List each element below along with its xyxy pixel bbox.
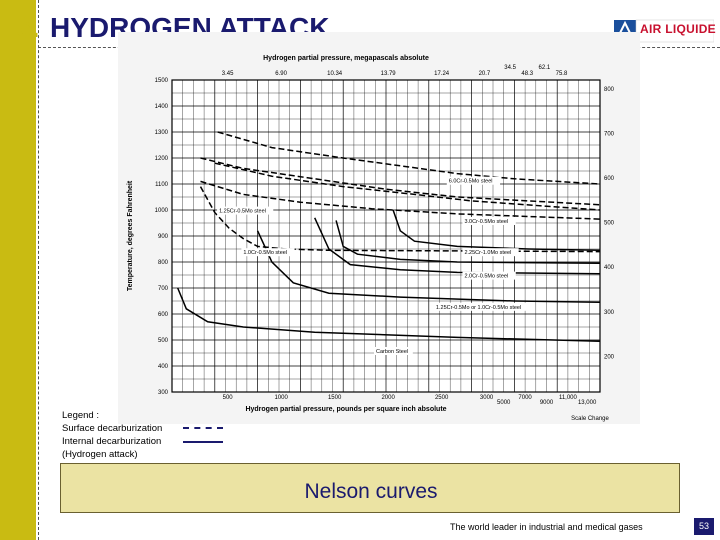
- y-tick-label: 800: [158, 260, 169, 266]
- x-top-tick-label: 62.1: [539, 65, 551, 71]
- x-top-tick-label: 75.8: [556, 71, 568, 77]
- y-tick-label: 1500: [155, 78, 169, 84]
- x-top-tick-label: 13.79: [381, 71, 397, 77]
- curve-label-bg: [241, 248, 295, 257]
- y-tick-label: 1200: [155, 156, 169, 162]
- x-tick-label: 3000: [480, 395, 494, 401]
- curve-label: Carbon Steel: [376, 349, 408, 355]
- nelson-chart: 1500 1400 1300 1200 1100 1000 900 800 700 600 500 4…: [118, 32, 640, 424]
- y-tick-label: 700: [158, 286, 169, 292]
- curve-label: 2.0Cr-0.5Mo steel: [464, 274, 508, 280]
- curve-series: [199, 186, 601, 253]
- logo-text: AIR LIQUIDE: [640, 22, 716, 36]
- footer-tagline: The world leader in industrial and medic…: [450, 522, 643, 532]
- curve-series: [256, 230, 601, 304]
- y-tick-label: 400: [158, 364, 169, 370]
- legend-item-surface: Surface decarburization: [62, 423, 163, 434]
- legend-item-internal: Internal decarburization: [62, 436, 162, 447]
- y-tick-label: 900: [158, 234, 169, 240]
- chart-svg: 1500 1400 1300 1200 1100 1000 900 800 700 600 500 4…: [118, 32, 640, 424]
- x-top-tick-label: 6.90: [275, 71, 287, 77]
- curve-label: 2.25Cr-1.0Mo steel: [464, 250, 511, 256]
- y-right-tick-label: 500: [604, 221, 615, 227]
- x-tick-label: 11,000: [559, 395, 578, 401]
- x-top-axis-title: Hydrogen partial pressure, megapascals a…: [263, 55, 429, 62]
- y-tick-label: 1100: [155, 182, 169, 188]
- legend-heading: Legend :: [62, 410, 99, 421]
- x-tick-label: 500: [223, 395, 234, 401]
- curve-label-bg: [446, 176, 501, 185]
- y-right-tick-label: 300: [604, 310, 615, 316]
- x-top-tick-label: 34.5: [504, 65, 516, 71]
- x-top-tick-label: 3.45: [222, 71, 234, 77]
- x-top-tick-label: 10.34: [327, 71, 343, 77]
- curve-series: [217, 131, 601, 185]
- curve-label: 3.0Cr-0.5Mo steel: [464, 219, 508, 225]
- x-tick-label: 2000: [381, 395, 395, 401]
- curve-label: 1.25Cr-0.5Mo steel: [219, 209, 266, 215]
- curve-label-bg: [217, 206, 274, 215]
- curve-series: [200, 180, 601, 220]
- x-scale-note: Scale Change: [571, 416, 609, 422]
- curve-label-bg: [433, 302, 534, 311]
- x-tick-label: 7000: [518, 395, 532, 401]
- curve-label-bg: [462, 271, 516, 280]
- legend: Legend : Surface decarburization Interna…: [62, 409, 232, 461]
- x-top-tick-label: 20.7: [479, 71, 491, 77]
- legend-item-hydrogen: (Hydrogen attack): [62, 449, 138, 460]
- y-tick-label: 1000: [155, 208, 169, 214]
- x-top-tick-label: 17.24: [434, 71, 450, 77]
- y-tick-label: 300: [158, 390, 169, 396]
- curve-series: [200, 157, 601, 206]
- curve-label-bg: [374, 347, 413, 355]
- curve-label: 6.0Cr-0.5Mo steel: [449, 179, 493, 185]
- chart-labels: 1500 1400 1300 1200 1100 1000 900 800 700 600 500 4…: [127, 55, 615, 422]
- x-tick-label: 13,000: [578, 400, 597, 406]
- curve-series: [177, 287, 601, 343]
- y-tick-label: 1300: [155, 130, 169, 136]
- x-tick-label: 5000: [497, 400, 511, 406]
- curve-label-bg: [462, 217, 516, 225]
- legend-solid-swatch: [183, 441, 223, 443]
- curve-label: 1.25Cr-0.5Mo or 1.0Cr-0.5Mo steel: [436, 305, 521, 311]
- curve-series: [214, 162, 601, 211]
- x-tick-label: 2500: [435, 395, 449, 401]
- x-tick-label: 1000: [274, 395, 288, 401]
- section-number: 6.: [16, 12, 40, 43]
- accent-bar: [0, 0, 36, 540]
- banner-text: Nelson curves: [304, 480, 438, 503]
- chart-grid: [171, 79, 601, 393]
- y-right-tick-label: 400: [604, 265, 615, 271]
- x-tick-label: 1500: [328, 395, 342, 401]
- banner: Nelson curves: [60, 463, 680, 513]
- y-right-tick-label: 600: [604, 176, 615, 182]
- curve-series: [335, 220, 601, 265]
- y-tick-label: 600: [158, 312, 169, 318]
- y-tick-label: 500: [158, 338, 169, 344]
- x-tick-label: 9000: [540, 400, 554, 406]
- y-right-tick-label: 700: [604, 131, 615, 137]
- y-right-tick-label: 800: [604, 87, 615, 93]
- curve-label-bg: [462, 248, 519, 257]
- page-number: 53: [694, 518, 714, 535]
- y-tick-label: 1400: [155, 104, 169, 110]
- y-right-tick-label: 200: [604, 354, 615, 360]
- legend-dashed-swatch: [183, 427, 223, 429]
- curve-label: 1.0Cr-0.5Mo steel: [243, 250, 287, 256]
- curve-series: [392, 209, 601, 252]
- y-axis-title: Temperature, degrees Fahrenheit: [127, 180, 134, 291]
- x-top-tick-label: 48.3: [521, 71, 533, 77]
- x-axis-title: Hydrogen partial pressure, pounds per sq…: [245, 406, 446, 413]
- left-divider: [38, 0, 39, 540]
